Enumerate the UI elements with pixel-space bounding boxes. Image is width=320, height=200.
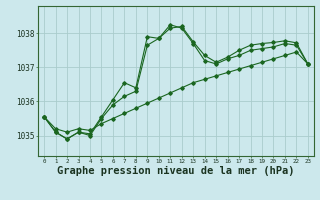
X-axis label: Graphe pression niveau de la mer (hPa): Graphe pression niveau de la mer (hPa) [57, 166, 295, 176]
